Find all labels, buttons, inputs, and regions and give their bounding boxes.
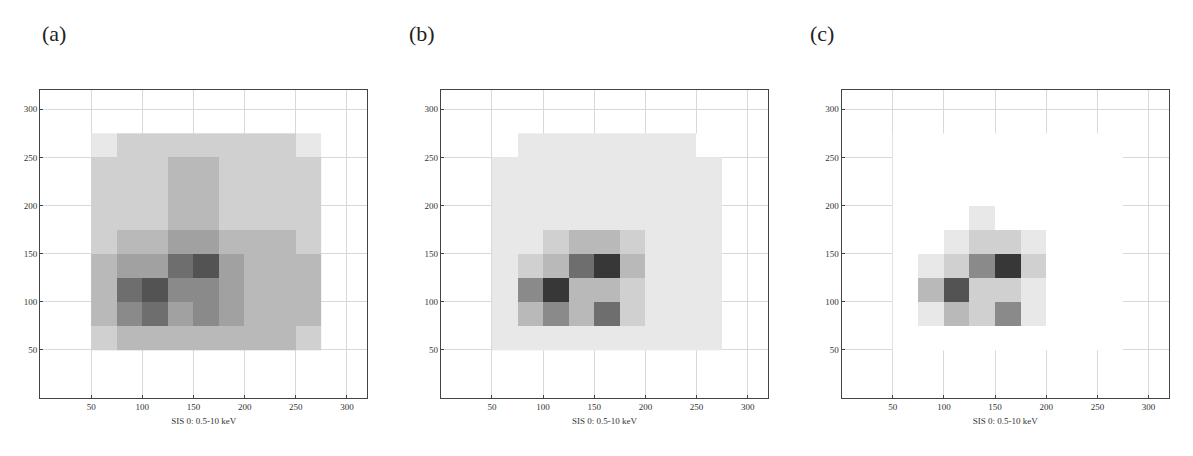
svg-text:250: 250	[690, 402, 704, 412]
svg-text:150: 150	[187, 402, 201, 412]
svg-text:50: 50	[487, 402, 497, 412]
svg-text:100: 100	[825, 297, 839, 307]
svg-text:150: 150	[988, 402, 1002, 412]
svg-text:50: 50	[87, 402, 97, 412]
svg-text:100: 100	[136, 402, 150, 412]
svg-text:SIS 0: 0.5-10 keV: SIS 0: 0.5-10 keV	[572, 416, 638, 426]
svg-text:100: 100	[424, 297, 438, 307]
svg-text:50: 50	[28, 345, 38, 355]
svg-text:250: 250	[289, 402, 303, 412]
svg-text:200: 200	[424, 201, 438, 211]
svg-text:100: 100	[937, 402, 951, 412]
svg-text:(c): (c)	[810, 21, 834, 46]
svg-text:300: 300	[424, 104, 438, 114]
svg-text:150: 150	[588, 402, 602, 412]
svg-text:200: 200	[24, 201, 38, 211]
svg-text:150: 150	[24, 249, 38, 259]
svg-text:200: 200	[825, 201, 839, 211]
svg-text:300: 300	[340, 402, 354, 412]
svg-text:300: 300	[24, 104, 38, 114]
svg-text:300: 300	[1142, 402, 1156, 412]
svg-text:SIS 0: 0.5-10 keV: SIS 0: 0.5-10 keV	[171, 416, 237, 426]
svg-text:250: 250	[1091, 402, 1105, 412]
svg-text:(b): (b)	[409, 21, 435, 46]
svg-text:200: 200	[238, 402, 252, 412]
svg-text:SIS 0: 0.5-10 keV: SIS 0: 0.5-10 keV	[973, 416, 1039, 426]
svg-text:200: 200	[639, 402, 653, 412]
svg-text:300: 300	[741, 402, 755, 412]
svg-text:50: 50	[830, 345, 840, 355]
svg-text:250: 250	[24, 153, 38, 163]
svg-text:200: 200	[1039, 402, 1053, 412]
svg-text:150: 150	[424, 249, 438, 259]
svg-text:150: 150	[825, 249, 839, 259]
svg-text:50: 50	[429, 345, 439, 355]
svg-text:250: 250	[424, 153, 438, 163]
svg-text:(a): (a)	[42, 21, 66, 46]
svg-text:100: 100	[536, 402, 550, 412]
svg-text:100: 100	[24, 297, 38, 307]
svg-text:300: 300	[825, 104, 839, 114]
svg-text:50: 50	[888, 402, 898, 412]
svg-text:250: 250	[825, 153, 839, 163]
